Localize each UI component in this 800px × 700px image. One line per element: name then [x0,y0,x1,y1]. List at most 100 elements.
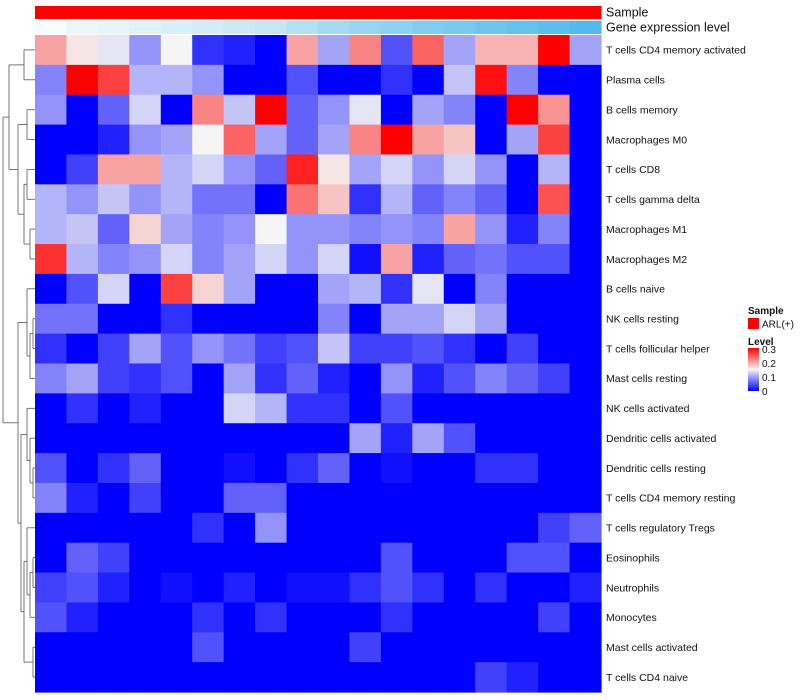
annotation-cell-0-6 [223,6,256,19]
heatmap-cell [349,184,382,215]
heatmap-cell [223,64,256,96]
heatmap-cell [66,35,99,66]
heatmap-cell [160,333,193,365]
heatmap-cell [35,124,68,156]
heatmap-cell [349,124,382,156]
row-label: B cells memory [606,104,679,116]
annotation-cell-0-11 [380,6,413,19]
heatmap-cell [412,363,445,394]
heatmap-cell [97,423,130,454]
heatmap-cell [443,35,476,66]
heatmap-cell [160,662,193,693]
heatmap-cell [192,273,225,305]
heatmap-cell [286,244,319,275]
heatmap-cell [380,632,413,663]
heatmap-cell [538,423,571,454]
heatmap-cell [538,632,571,663]
heatmap-cell [129,244,162,275]
heatmap-cell [443,303,476,335]
heatmap-cell [129,124,162,156]
heatmap-cell [412,572,445,604]
heatmap-cell [569,632,602,663]
heatmap-cell [129,632,162,663]
heatmap-cell [286,303,319,335]
heatmap-cell [160,35,193,66]
heatmap-cell [443,64,476,96]
heatmap-cell [286,363,319,394]
heatmap-cell [192,393,225,424]
heatmap-cell [318,602,351,633]
heatmap-cell [192,482,225,514]
heatmap-cell [475,662,508,693]
heatmap-cell [412,244,445,275]
heatmap-cell [506,124,539,156]
heatmap-cell [506,64,539,96]
heatmap-cell [160,423,193,454]
heatmap-cell [255,393,288,424]
heatmap-cell [443,542,476,574]
heatmap-cell [475,124,508,156]
heatmap-cell [475,94,508,126]
heatmap-cell [538,602,571,633]
heatmap-cell [569,154,602,185]
heatmap-cell [349,632,382,663]
heatmap-cell [129,542,162,574]
heatmap-cell [192,154,225,185]
row-label: T cells CD4 memory activated [606,45,746,57]
heatmap-cell [160,363,193,394]
heatmap-cell [412,154,445,185]
heatmap-cell [443,632,476,663]
heatmap-cell [318,64,351,96]
heatmap-cell [475,453,508,484]
heatmap-cell [66,572,99,604]
heatmap-cell [255,453,288,484]
heatmap-cell [538,512,571,544]
heatmap-cell [286,214,319,245]
heatmap-cell [35,572,68,604]
heatmap-cell [255,303,288,335]
heatmap-cell [569,363,602,394]
heatmap-cell [538,94,571,126]
heatmap-cell [506,542,539,574]
heatmap-cell [66,363,99,394]
heatmap-cell [506,423,539,454]
heatmap-cell [318,333,351,365]
heatmap-cell [286,542,319,574]
heatmap-cell [192,35,225,66]
heatmap-cell [475,512,508,544]
row-label: Mast cells resting [606,373,687,385]
heatmap-cell [223,453,256,484]
heatmap-cell [255,333,288,365]
heatmap-cell [443,662,476,693]
heatmap-cell [538,542,571,574]
heatmap-cell [380,244,413,275]
heatmap-cell [160,154,193,185]
heatmap-cell [286,602,319,633]
heatmap-cell [97,154,130,185]
heatmap-cell [286,333,319,365]
heatmap-cell [97,662,130,693]
heatmap-cell [349,662,382,693]
annotation-cell-0-3 [129,6,162,19]
heatmap-cell [506,35,539,66]
heatmap-cell [192,94,225,126]
heatmap-cell [318,273,351,305]
annotation-cell-1-13 [443,21,476,34]
legend-tick-0-3: 0.3 [762,345,776,356]
heatmap-cell [129,512,162,544]
heatmap-cell [412,602,445,633]
heatmap-cell [35,35,68,66]
heatmap-cell [255,64,288,96]
heatmap-cell [255,423,288,454]
heatmap-cell [569,184,602,215]
heatmap-cell [349,94,382,126]
heatmap-cell [506,333,539,365]
heatmap-cell [569,572,602,604]
heatmap-cell [380,393,413,424]
heatmap-cell [66,453,99,484]
heatmap-cell [569,273,602,305]
heatmap-cell [349,333,382,365]
row-label: Dendritic cells activated [606,433,716,445]
legend-tick-0-2: 0.2 [762,359,776,370]
